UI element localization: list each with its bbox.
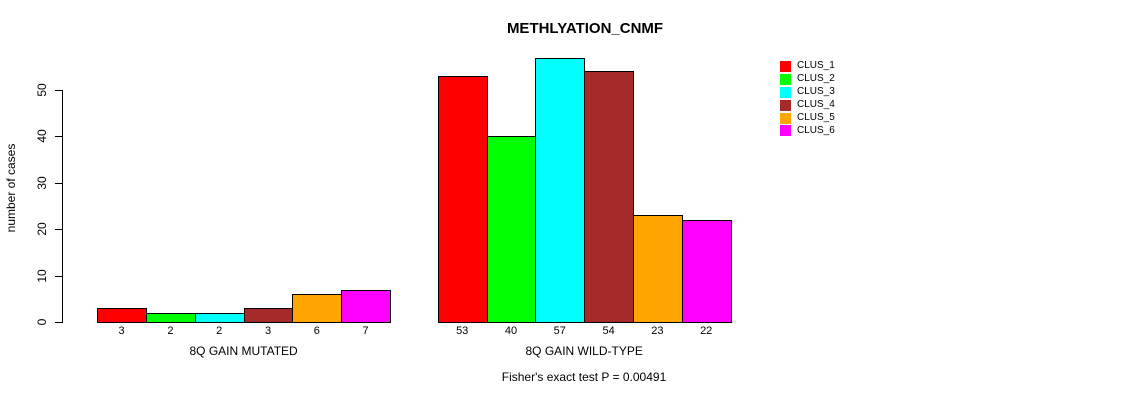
legend-item: CLUS_4: [780, 99, 835, 112]
fisher-test-annotation: Fisher's exact test P = 0.00491: [501, 370, 667, 384]
bar-value-label: 2: [216, 325, 223, 337]
bar-value-label: 7: [362, 325, 369, 337]
legend-label: CLUS_1: [797, 60, 835, 72]
bar-clus_5-1: [633, 215, 683, 323]
bar-clus_1-0: [97, 308, 147, 323]
y-tick-mark: [55, 229, 62, 230]
y-tick-mark: [55, 322, 62, 323]
legend-swatch-clus_3: [780, 86, 791, 98]
bar-value-label: 3: [264, 325, 272, 337]
bar-value-label: 2: [167, 325, 174, 337]
bar-clus_6-0: [341, 290, 391, 323]
bar-clus_2-0: [146, 313, 196, 323]
legend-label: CLUS_2: [797, 73, 835, 85]
y-axis-line: [62, 90, 63, 323]
x-group-label: 8Q GAIN WILD-TYPE: [525, 344, 643, 358]
legend-swatch-clus_1: [780, 60, 791, 72]
legend-item: CLUS_1: [780, 60, 835, 73]
bar-value-label: 3: [118, 325, 125, 337]
bar-value-label: 53: [456, 325, 469, 337]
y-tick-label: 50: [35, 83, 49, 97]
bar-clus_2-1: [487, 136, 536, 323]
y-axis-label: number of cases: [4, 143, 18, 233]
y-tick-label: 0: [35, 318, 49, 326]
bar-value-label: 54: [602, 325, 615, 337]
legend-item: CLUS_3: [780, 86, 835, 99]
bar-clus_4-0: [244, 308, 293, 323]
y-tick-mark: [55, 276, 62, 277]
bar-clus_3-0: [195, 313, 245, 323]
x-group-label: 8Q GAIN MUTATED: [189, 344, 298, 358]
legend-label: CLUS_6: [797, 124, 835, 136]
legend-swatch-clus_4: [780, 99, 791, 111]
legend: CLUS_1 CLUS_2 CLUS_3 CLUS_4 CLUS_5 CLUS_6: [780, 60, 835, 137]
bar-value-label: 23: [651, 325, 664, 337]
y-tick-label: 20: [35, 222, 49, 236]
bar-clus_4-1: [584, 71, 634, 323]
legend-swatch-clus_2: [780, 73, 791, 85]
legend-item: CLUS_6: [780, 124, 835, 137]
y-tick-mark: [55, 183, 62, 184]
bar-clus_6-1: [682, 220, 732, 323]
y-tick-label: 10: [35, 269, 49, 283]
y-tick-mark: [55, 90, 62, 91]
legend-swatch-clus_5: [780, 112, 791, 124]
bar-value-label: 40: [504, 325, 518, 337]
legend-label: CLUS_5: [797, 112, 835, 123]
bar-value-label: 57: [553, 325, 566, 337]
bar-clus_1-1: [438, 76, 488, 323]
legend-item: CLUS_2: [780, 73, 835, 86]
bar-value-label: 6: [313, 325, 320, 337]
bar-value-label: 22: [700, 325, 713, 337]
legend-label: CLUS_3: [797, 86, 835, 98]
legend-swatch-clus_6: [780, 125, 791, 137]
bar-clus_5-0: [292, 294, 342, 323]
chart-title: METHLYATION_CNMF: [506, 20, 664, 37]
bar-clus_3-1: [535, 58, 585, 323]
legend-label: CLUS_4: [797, 99, 835, 111]
legend-item: CLUS_5: [780, 112, 835, 125]
y-tick-mark: [55, 136, 62, 137]
y-tick-label: 40: [35, 129, 49, 143]
y-tick-label: 30: [35, 176, 49, 190]
